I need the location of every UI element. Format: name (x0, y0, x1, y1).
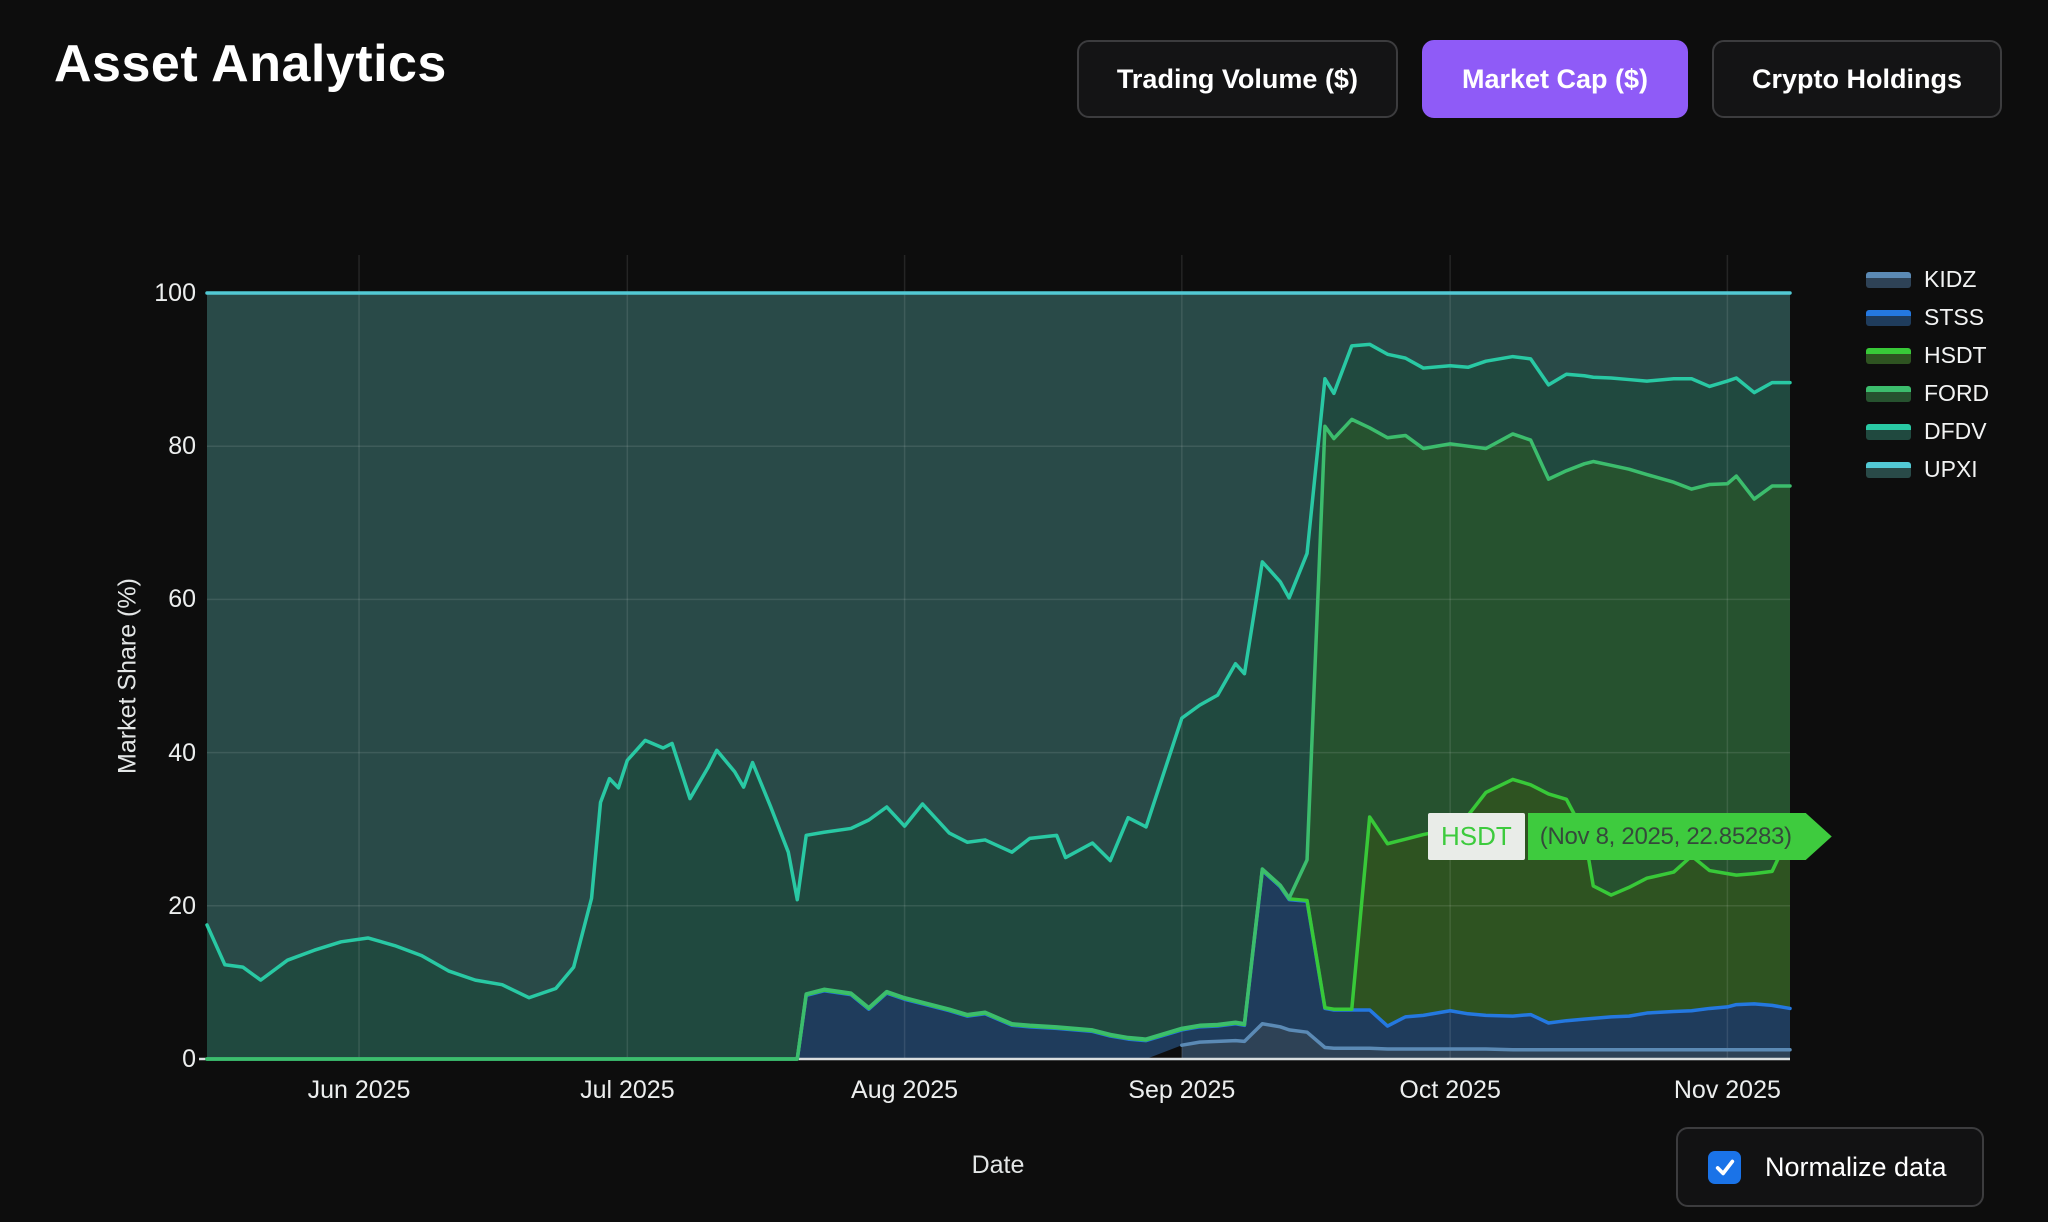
area-ford (207, 419, 1790, 1059)
tooltip-series-chip: HSDT (1428, 813, 1525, 860)
legend-item-ford[interactable]: FORD (1866, 380, 1989, 407)
x-tick-label: Jun 2025 (307, 1076, 411, 1104)
legend-item-upxi[interactable]: UPXI (1866, 456, 1989, 483)
y-tick-label: 80 (168, 432, 196, 461)
tab-crypto-holdings[interactable]: Crypto Holdings (1712, 40, 2002, 118)
area-hsdt (207, 779, 1790, 1059)
legend-label: KIDZ (1924, 266, 1977, 292)
legend-item-dfdv[interactable]: DFDV (1866, 418, 1989, 445)
x-tick-label: Nov 2025 (1673, 1076, 1781, 1104)
area-upxi (207, 292, 1790, 998)
tab-market-cap[interactable]: Market Cap ($) (1421, 40, 1688, 118)
y-tick-label: 20 (168, 891, 196, 920)
legend-label: FORD (1924, 380, 1990, 406)
y-tick-label: 40 (168, 738, 196, 767)
legend-item-kidz[interactable]: KIDZ (1866, 266, 1989, 293)
legend-swatch-upxi (1866, 461, 1911, 478)
x-tick-label: Jul 2025 (580, 1076, 675, 1104)
page-title: Asset Analytics (54, 35, 447, 93)
line-ford (205, 417, 1792, 1061)
x-tick-label: Oct 2025 (1399, 1076, 1501, 1104)
check-icon (1715, 1159, 1734, 1176)
legend-item-stss[interactable]: STSS (1866, 304, 1989, 331)
x-tick-label: Sep 2025 (1128, 1076, 1236, 1104)
legend-label: DFDV (1924, 418, 1987, 444)
y-tick-label: 0 (182, 1045, 196, 1073)
view-tabs: Trading Volume ($) Market Cap ($) Crypto… (1076, 40, 2002, 118)
x-tick-label: Aug 2025 (851, 1076, 959, 1104)
series-endpoint-tooltip: HSDT (Nov 8, 2025, 22.85283) (1428, 813, 1832, 860)
area-dfdv (207, 344, 1790, 1059)
tooltip-value-banner: (Nov 8, 2025, 22.85283) (1528, 813, 1832, 860)
line-kidz (1180, 1022, 1792, 1052)
legend-swatch-stss (1866, 309, 1911, 326)
legend-swatch-hsdt (1866, 347, 1911, 364)
legend-label: UPXI (1924, 456, 1978, 482)
tab-trading-volume[interactable]: Trading Volume ($) (1076, 40, 1398, 118)
line-dfdv (205, 342, 1792, 1000)
legend-swatch-ford (1866, 385, 1911, 402)
checkbox-checked-icon[interactable] (1708, 1150, 1741, 1184)
legend: KIDZ STSS HSDT FORD DFDV UPXI (1866, 266, 1989, 483)
normalize-toggle[interactable]: Normalize data (1676, 1127, 1984, 1207)
legend-swatch-dfdv (1866, 423, 1911, 440)
x-axis-title: Date (971, 1151, 1025, 1179)
y-tick-label: 100 (154, 279, 196, 307)
y-tick-label: 60 (168, 585, 196, 614)
normalize-label: Normalize data (1765, 1151, 1947, 1182)
legend-swatch-kidz (1866, 271, 1911, 288)
legend-label: STSS (1924, 304, 1985, 330)
legend-item-hsdt[interactable]: HSDT (1866, 342, 1989, 369)
legend-label: HSDT (1924, 342, 1987, 368)
